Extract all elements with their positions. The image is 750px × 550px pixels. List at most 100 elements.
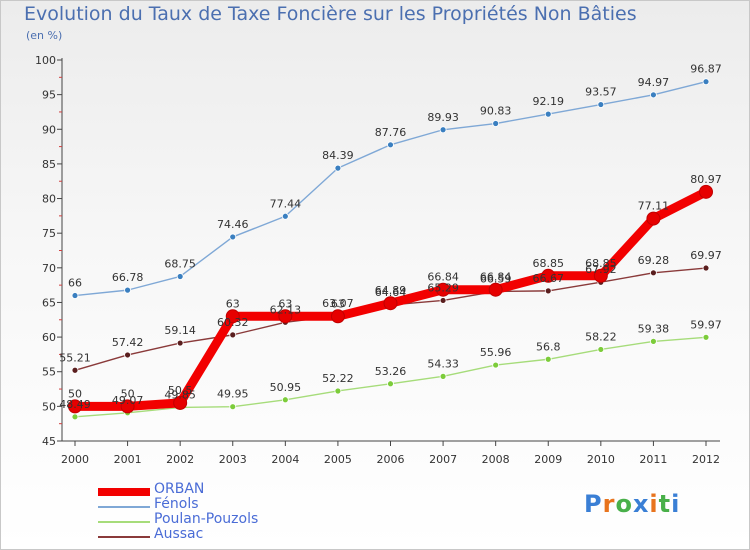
data-point (650, 337, 657, 345)
data-point (387, 380, 394, 388)
data-point (593, 268, 608, 283)
legend-swatch (98, 488, 150, 496)
legend-swatch (98, 521, 150, 523)
data-point (229, 233, 237, 241)
data-point (176, 339, 184, 347)
x-tick-label: 2011 (639, 453, 667, 466)
data-point (646, 211, 661, 226)
data-label: 77.44 (270, 197, 302, 210)
data-label: 48.49 (59, 398, 91, 411)
data-label: 69.28 (638, 254, 670, 267)
data-point (544, 110, 552, 118)
data-point (383, 296, 398, 311)
data-label: 58.22 (585, 330, 617, 343)
data-point (699, 184, 713, 199)
x-tick-label: 2008 (482, 453, 510, 466)
data-point (229, 403, 237, 411)
data-label: 80.97 (690, 173, 722, 186)
data-point (439, 372, 447, 380)
data-label: 49.07 (112, 394, 144, 407)
y-tick-label: 60 (42, 331, 56, 344)
data-label: 66.84 (480, 271, 512, 284)
x-tick-label: 2006 (377, 453, 405, 466)
data-label: 89.93 (427, 111, 459, 124)
y-tick-label: 70 (42, 262, 56, 275)
data-label: 66.67 (533, 272, 565, 285)
data-point (120, 399, 135, 414)
data-label: 66.84 (427, 271, 459, 284)
data-label: 63 (226, 297, 240, 310)
legend-swatch (98, 536, 150, 538)
data-point (702, 78, 710, 86)
y-tick-label: 85 (42, 158, 56, 171)
chart-title: Evolution du Taux de Taxe Foncière sur l… (24, 3, 637, 25)
data-point (702, 264, 710, 272)
data-label: 60.32 (217, 316, 249, 329)
data-label: 49.95 (217, 388, 249, 401)
data-point (650, 91, 657, 99)
data-label: 50 (121, 387, 135, 400)
y-tick-label: 90 (42, 123, 56, 136)
data-point (334, 164, 342, 172)
data-label: 74.46 (217, 218, 249, 231)
data-label: 69.97 (690, 249, 722, 262)
data-label: 90.83 (480, 105, 512, 118)
legend-label: Aussac (154, 526, 204, 542)
data-point (650, 269, 657, 277)
data-point (71, 292, 79, 299)
data-point (488, 282, 503, 297)
logo-letter: x (632, 490, 650, 518)
x-tick-label: 2009 (534, 453, 562, 466)
x-tick-label: 2004 (271, 453, 299, 466)
data-point (544, 355, 552, 363)
data-label: 50.95 (270, 381, 302, 394)
proxiti-logo: Proxiti (584, 490, 680, 518)
data-label: 66.59 (480, 272, 512, 285)
data-label: 66 (68, 277, 82, 290)
data-label: 66.78 (112, 271, 144, 284)
data-point (71, 413, 79, 421)
data-point (124, 351, 131, 359)
x-tick-label: 2005 (324, 453, 352, 466)
data-point (334, 387, 342, 395)
data-label: 62.13 (270, 303, 302, 316)
legend-label: Fénols (154, 496, 199, 512)
y-tick-label: 45 (42, 435, 56, 448)
data-label: 68.75 (164, 257, 196, 270)
data-point (492, 361, 500, 369)
y-tick-label: 100 (35, 54, 56, 67)
data-point (597, 101, 605, 108)
y-tick-label: 80 (42, 193, 56, 206)
data-point (229, 331, 237, 339)
data-point (225, 309, 240, 324)
logo-letter: i (671, 490, 681, 518)
data-label: 92.19 (533, 95, 565, 108)
data-label: 57.42 (112, 336, 144, 349)
data-label: 59.14 (164, 324, 196, 337)
data-label: 84.39 (322, 149, 354, 162)
chart-subtitle: (en %) (26, 29, 63, 42)
data-label: 50.5 (168, 384, 193, 397)
data-label: 59.38 (638, 322, 670, 335)
x-tick-label: 2003 (219, 453, 247, 466)
data-label: 64.89 (375, 284, 407, 297)
data-label: 55.21 (59, 351, 91, 364)
logo-letter: o (615, 490, 633, 518)
data-point (492, 120, 500, 127)
x-tick-label: 2007 (429, 453, 457, 466)
data-label: 55.96 (480, 346, 512, 359)
data-label: 96.87 (690, 63, 722, 76)
data-label: 87.76 (375, 126, 407, 139)
y-tick-label: 95 (42, 89, 56, 102)
data-label: 63 (278, 297, 292, 310)
data-point (387, 141, 394, 149)
data-point (173, 395, 188, 410)
data-point (544, 287, 552, 295)
data-point (176, 273, 184, 280)
data-label: 63.07 (322, 297, 354, 310)
legend-label: ORBAN (154, 481, 205, 497)
data-label: 77.11 (638, 200, 670, 213)
legend-swatch (98, 506, 150, 508)
